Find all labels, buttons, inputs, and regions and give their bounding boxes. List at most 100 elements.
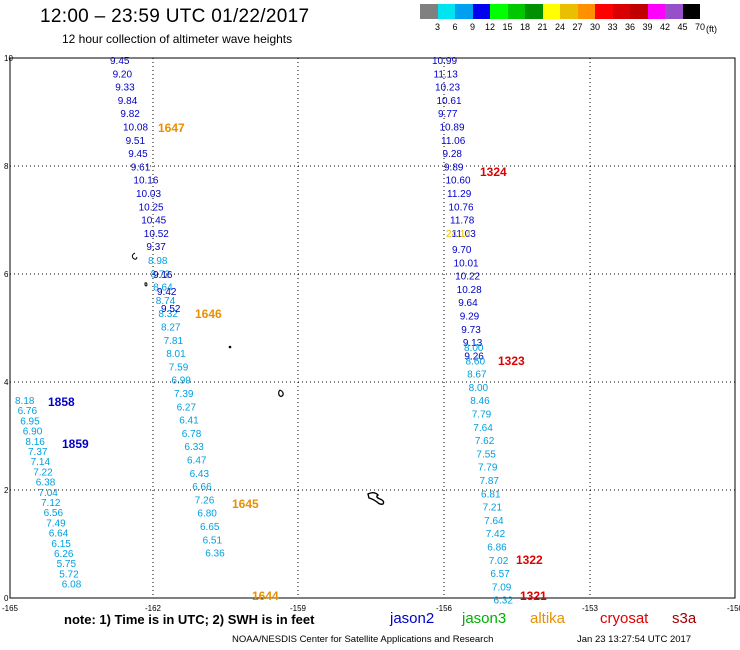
legend-labels: 3 6 9 12 15 18 21 24 27 30 33 36 39 42 45 70 — [420, 22, 705, 36]
legend-unit: (ft) — [706, 24, 717, 34]
wave-height-value: 7.22 — [33, 467, 53, 478]
wave-height-value: 8.18 — [15, 396, 35, 407]
legend-swatch — [612, 4, 630, 19]
map-subtitle: 12 hour collection of altimeter wave hei… — [62, 32, 293, 46]
x-tick-label: -159 — [290, 604, 307, 613]
legend-label: 36 — [624, 22, 636, 32]
legend-swatch — [560, 4, 578, 19]
wave-height-value: 9.29 — [460, 312, 480, 323]
generated-timestamp: Jan 23 13:27:54 UTC 2017 — [577, 634, 692, 645]
wave-height-value: 10.76 — [449, 202, 474, 213]
wave-height-value: 24.14 — [446, 229, 471, 240]
legend-swatch — [682, 4, 700, 19]
y-tick-label: 2 — [4, 486, 9, 495]
wave-height-value: 11.29 — [447, 189, 472, 200]
track-time-label: 1644 — [252, 589, 279, 603]
wave-height-value: 6.15 — [51, 539, 71, 550]
wave-height-value: 6.86 — [487, 543, 507, 554]
wave-height-value: 7.42 — [486, 529, 506, 540]
track-time-label: 1645 — [232, 497, 259, 511]
wave-height-value: 8.32 — [158, 309, 178, 320]
wave-height-value: 9.20 — [113, 69, 133, 80]
map-frame — [9, 57, 736, 599]
track-time-label: 1858 — [48, 395, 75, 409]
island-shape — [367, 492, 385, 505]
wave-height-value: 8.64 — [153, 283, 173, 294]
wave-height-value: 7.04 — [38, 488, 58, 499]
wave-height-value: 7.81 — [164, 336, 184, 347]
credit-line: NOAA/NESDIS Center for Satellite Applica… — [232, 634, 494, 645]
wave-height-value: 9.33 — [115, 83, 135, 94]
wave-height-value: 7.64 — [484, 516, 504, 527]
wave-height-value: 10.08 — [123, 123, 148, 134]
legend-swatch — [595, 4, 613, 19]
wave-height-value: 10.28 — [457, 285, 482, 296]
satellite-jason3: jason3 — [462, 610, 507, 627]
wave-height-value: 6.36 — [205, 549, 225, 560]
wave-height-value: 6.56 — [44, 508, 64, 519]
y-tick-label: 0 — [4, 594, 9, 603]
wave-height-value: 6.47 — [187, 456, 207, 467]
wave-height-value: 7.39 — [174, 389, 194, 400]
legend-label: 9 — [469, 22, 476, 32]
wave-height-value: 8.16 — [25, 437, 45, 448]
legend-label: 45 — [677, 22, 688, 32]
legend-swatch — [420, 4, 438, 19]
y-tick-label: 10 — [4, 54, 13, 63]
legend-label: 30 — [589, 22, 601, 32]
wave-height-value: 9.61 — [131, 162, 151, 173]
wave-height-value: 10.89 — [440, 123, 465, 134]
wave-height-value: 6.33 — [184, 442, 204, 453]
wave-height-value: 7.59 — [169, 362, 189, 373]
wave-height-value: 11.13 — [434, 69, 459, 80]
legend-swatch — [577, 4, 595, 19]
wave-height-value: 9.13 — [463, 338, 483, 349]
wave-height-value: 9.52 — [161, 304, 181, 315]
legend-swatch — [630, 4, 648, 19]
wave-height-value: 7.49 — [46, 518, 66, 529]
wave-height-value: 6.64 — [49, 529, 69, 540]
satellite-s3a: s3a — [672, 610, 697, 627]
x-tick-label: -165 — [2, 604, 19, 613]
legend-label: 15 — [502, 22, 513, 32]
wave-height-value: 6.08 — [62, 580, 82, 591]
y-tick-label: 6 — [4, 270, 9, 279]
wave-height-value: 8.00 — [469, 383, 489, 394]
wave-height-value: 9.64 — [458, 298, 478, 309]
wave-height-value: 9.77 — [438, 109, 458, 120]
legend-swatch — [437, 4, 455, 19]
wave-height-value: 6.32 — [493, 596, 513, 607]
track-time-label: 1324 — [480, 165, 507, 179]
wave-height-value: 8.74 — [156, 296, 176, 307]
y-tick-label: 4 — [4, 378, 9, 387]
wave-height-value: 6.76 — [18, 406, 38, 417]
wave-height-value: 10.52 — [144, 229, 169, 240]
x-tick-label: -153 — [582, 604, 599, 613]
wave-height-value: 9.45 — [110, 56, 130, 67]
wave-height-value: 9.42 — [157, 287, 177, 298]
wave-height-value: 10.60 — [446, 176, 471, 187]
wave-height-value: 7.26 — [195, 495, 215, 506]
legend-label: 12 — [484, 22, 496, 32]
wave-height-value: 7.79 — [472, 410, 492, 421]
wave-height-value: 9.84 — [118, 96, 138, 107]
legend-label: 42 — [659, 22, 671, 32]
wave-height-value: 7.79 — [478, 463, 498, 474]
wave-height-value: 10.16 — [133, 176, 158, 187]
wave-height-value: 6.43 — [190, 469, 210, 480]
wave-height-value: 7.02 — [489, 556, 509, 567]
legend-swatch — [525, 4, 543, 19]
legend-label: 27 — [572, 22, 583, 32]
wave-height-value: 6.41 — [179, 416, 199, 427]
y-tick-label: 8 — [4, 162, 9, 171]
wave-height-value: 9.51 — [126, 136, 146, 147]
legend-swatch — [542, 4, 560, 19]
wave-height-value: 11.03 — [452, 229, 477, 240]
legend-swatches — [420, 4, 700, 19]
wave-height-value: 8.67 — [467, 370, 487, 381]
track-time-label: 1321 — [520, 589, 547, 603]
wave-height-value: 6.95 — [20, 416, 40, 427]
wave-height-value: 10.01 — [454, 258, 479, 269]
track-time-label: 1859 — [62, 437, 89, 451]
